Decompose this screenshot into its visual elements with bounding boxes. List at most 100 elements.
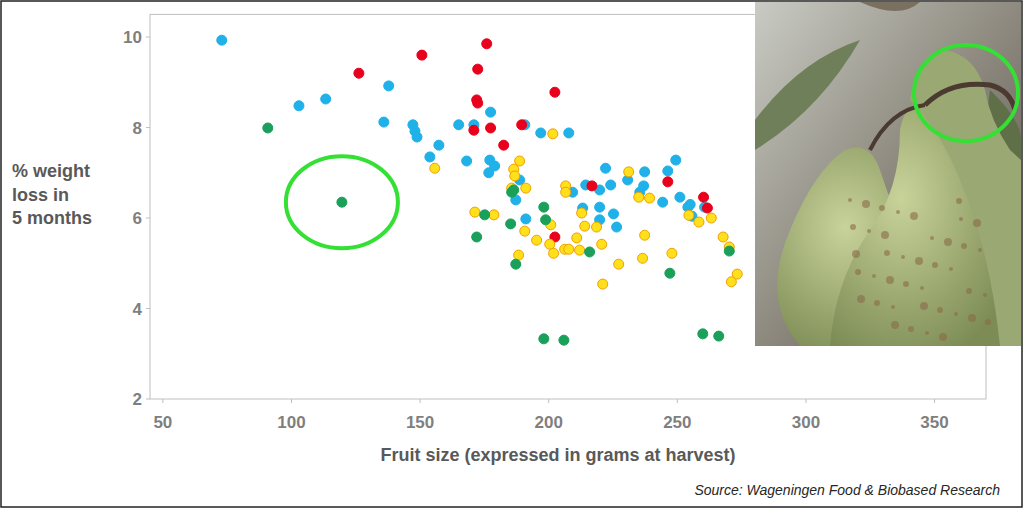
y-tick-label: 4 bbox=[133, 300, 143, 319]
point bbox=[694, 217, 704, 227]
point bbox=[724, 246, 734, 256]
point bbox=[585, 247, 595, 257]
x-tick bbox=[548, 399, 549, 403]
speck bbox=[932, 262, 938, 268]
point bbox=[321, 94, 331, 104]
point bbox=[726, 277, 736, 287]
speck bbox=[959, 217, 963, 221]
speck bbox=[850, 224, 856, 230]
y-tick bbox=[146, 127, 150, 128]
point bbox=[473, 64, 483, 74]
point bbox=[263, 123, 273, 133]
point bbox=[597, 239, 607, 249]
speck bbox=[949, 267, 953, 271]
point bbox=[640, 230, 650, 240]
point bbox=[337, 197, 347, 207]
point bbox=[609, 209, 619, 219]
point bbox=[572, 233, 582, 243]
outer-frame bbox=[1, 1, 1022, 507]
point bbox=[699, 192, 709, 202]
x-tick-label: 300 bbox=[792, 413, 820, 432]
y-tick bbox=[146, 218, 150, 219]
point bbox=[671, 155, 681, 165]
x-tick-label: 350 bbox=[920, 413, 948, 432]
point bbox=[486, 107, 496, 117]
point bbox=[550, 87, 560, 97]
point bbox=[601, 163, 611, 173]
point bbox=[714, 331, 724, 341]
speck bbox=[944, 238, 952, 246]
speck bbox=[908, 326, 914, 332]
point bbox=[480, 210, 490, 220]
point bbox=[454, 120, 464, 130]
point bbox=[624, 167, 634, 177]
point bbox=[412, 132, 422, 142]
point bbox=[561, 187, 571, 197]
point bbox=[545, 239, 555, 249]
point bbox=[294, 101, 304, 111]
highlight-circle bbox=[286, 156, 398, 248]
speck bbox=[910, 212, 918, 220]
speck bbox=[884, 250, 890, 256]
speck bbox=[874, 300, 880, 306]
x-tick bbox=[677, 399, 678, 403]
photo-highlight-circle bbox=[914, 45, 1018, 141]
x-axis-title: Fruit size (expressed in grams at harves… bbox=[380, 445, 735, 465]
speck bbox=[891, 305, 895, 309]
speck bbox=[886, 276, 894, 284]
speck bbox=[848, 198, 852, 202]
point bbox=[472, 232, 482, 242]
point bbox=[634, 192, 644, 202]
photo-background bbox=[755, 2, 1021, 346]
point bbox=[521, 214, 531, 224]
speck bbox=[966, 288, 972, 294]
speck bbox=[973, 219, 981, 227]
x-tick-label: 150 bbox=[406, 413, 434, 432]
point bbox=[640, 167, 650, 177]
point bbox=[517, 120, 527, 130]
point bbox=[417, 50, 427, 60]
speck bbox=[896, 210, 900, 214]
x-tick-label: 200 bbox=[535, 413, 563, 432]
point bbox=[462, 156, 472, 166]
speck bbox=[937, 307, 943, 313]
speck bbox=[855, 269, 861, 275]
point bbox=[684, 210, 694, 220]
y-axis-title: % weightloss in5 months bbox=[12, 161, 92, 228]
point bbox=[515, 156, 525, 166]
point bbox=[592, 222, 602, 232]
y-tick-label: 2 bbox=[133, 390, 142, 409]
point bbox=[532, 235, 542, 245]
speck bbox=[867, 229, 871, 233]
point bbox=[514, 250, 524, 260]
leaf bbox=[755, 40, 860, 150]
point bbox=[509, 185, 519, 195]
point bbox=[430, 163, 440, 173]
point bbox=[384, 81, 394, 91]
point bbox=[706, 213, 716, 223]
point bbox=[638, 253, 648, 263]
point bbox=[482, 39, 492, 49]
speck bbox=[920, 302, 928, 310]
point bbox=[663, 177, 673, 187]
point bbox=[217, 35, 227, 45]
point bbox=[577, 208, 587, 218]
point bbox=[575, 245, 585, 255]
x-tick bbox=[934, 399, 935, 403]
speck bbox=[862, 200, 870, 208]
point bbox=[587, 181, 597, 191]
speck bbox=[930, 236, 934, 240]
point bbox=[469, 125, 479, 135]
speck bbox=[872, 274, 876, 278]
point bbox=[564, 128, 574, 138]
point bbox=[521, 183, 531, 193]
point bbox=[434, 140, 444, 150]
speck bbox=[985, 319, 991, 325]
x-tick-label: 50 bbox=[153, 413, 172, 432]
point bbox=[663, 166, 673, 176]
x-tick bbox=[162, 399, 163, 403]
point bbox=[639, 181, 649, 191]
point bbox=[499, 140, 509, 150]
point bbox=[541, 215, 551, 225]
point bbox=[645, 193, 655, 203]
